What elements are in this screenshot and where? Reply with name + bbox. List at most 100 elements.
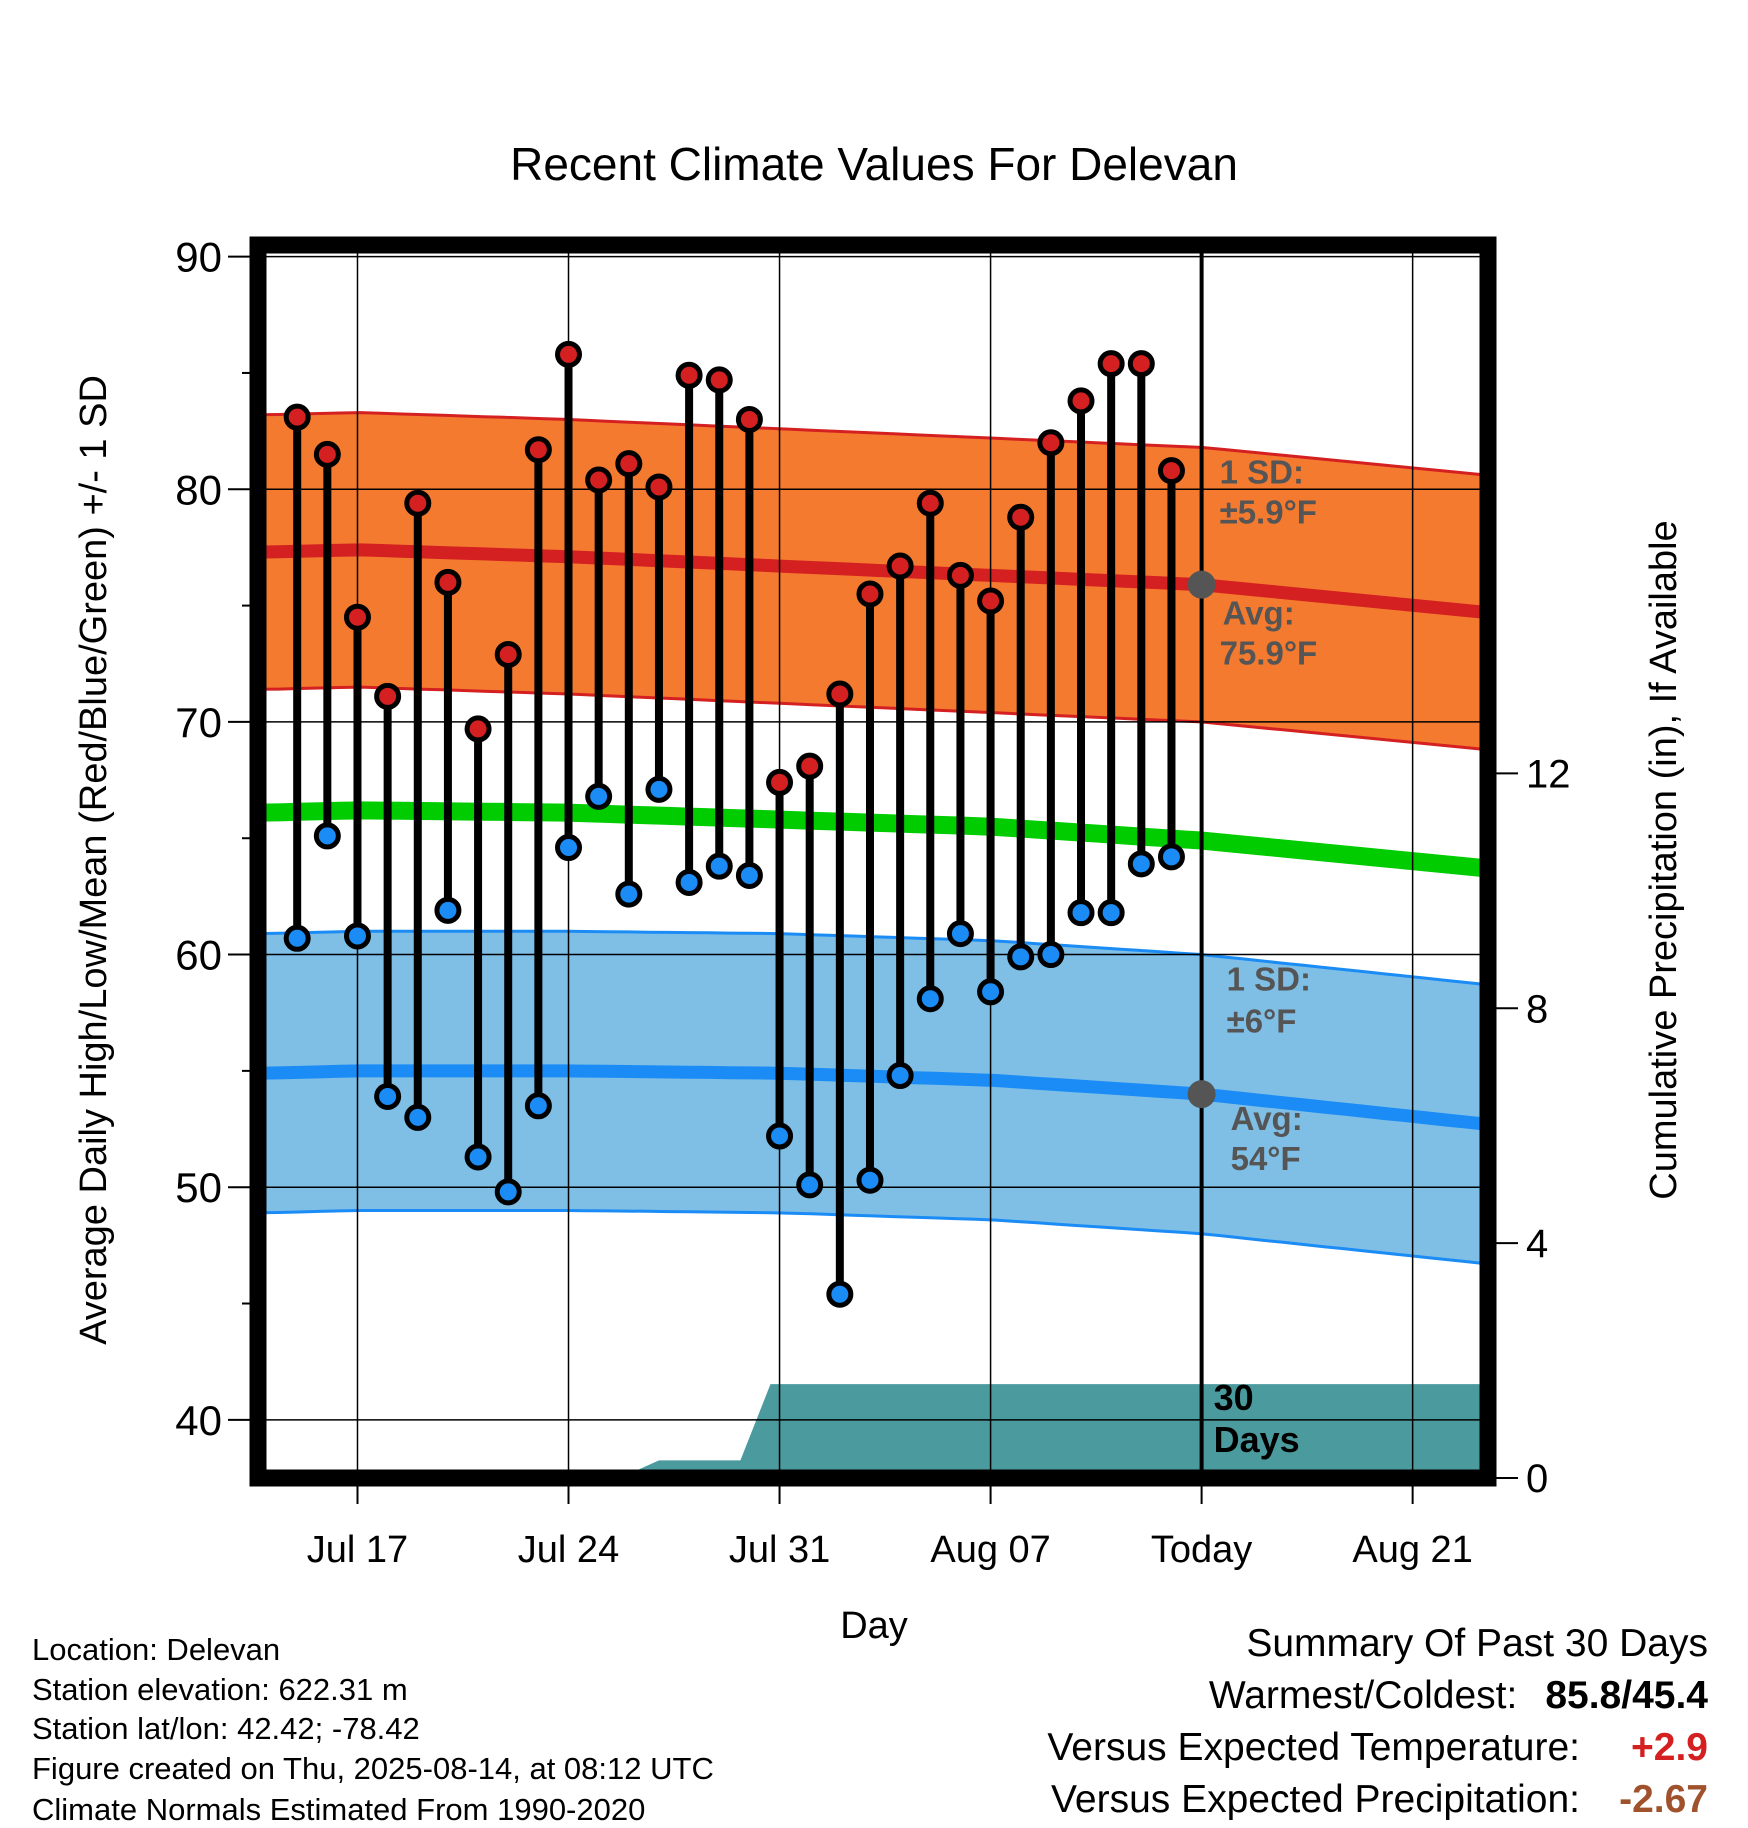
chart-title: Recent Climate Values For Delevan xyxy=(510,138,1238,190)
low-temp-marker xyxy=(1007,943,1035,971)
x-tick-label: Aug 07 xyxy=(930,1529,1050,1571)
high-temp-marker xyxy=(615,450,643,478)
high-temp-marker xyxy=(283,403,311,431)
high-temp-marker xyxy=(434,568,462,596)
low-temp-marker xyxy=(766,1122,794,1150)
low-temp-marker xyxy=(343,922,371,950)
low-temp-marker xyxy=(494,1178,522,1206)
y-tick-label: 90 xyxy=(175,234,222,281)
high-temp-marker xyxy=(766,768,794,796)
today-low-normal-marker xyxy=(1187,1080,1216,1109)
x-tick-label: Jul 17 xyxy=(307,1529,408,1571)
y2-axis-label: Cumulative Precipitation (in), If Availa… xyxy=(1643,520,1685,1199)
high-temp-marker xyxy=(555,340,583,368)
high-temp-marker xyxy=(946,561,974,589)
high-temp-marker xyxy=(524,436,552,464)
summary-temp-row: Versus Expected Temperature: +2.9 xyxy=(1047,1728,1708,1767)
x-axis-label: Day xyxy=(840,1605,908,1647)
low-temp-marker xyxy=(977,978,1005,1006)
high-temp-marker xyxy=(1007,503,1035,531)
high-temp-marker xyxy=(343,603,371,631)
y-axis-label: Average Daily High/Low/Mean (Red/Blue/Gr… xyxy=(73,375,115,1345)
high-sd-value: ±5.9°F xyxy=(1220,493,1317,530)
low-temp-marker xyxy=(1067,899,1095,927)
high-temp-marker xyxy=(1127,350,1155,378)
low-temp-marker xyxy=(796,1171,824,1199)
days-window-count: 30 xyxy=(1214,1377,1254,1418)
low-temp-marker xyxy=(1037,941,1065,969)
low-temp-marker xyxy=(856,1166,884,1194)
low-temp-marker xyxy=(886,1062,914,1090)
high-sd-label: 1 SD: xyxy=(1220,453,1304,490)
high-normal-line xyxy=(257,543,1489,620)
y2-tick-label: 8 xyxy=(1526,987,1548,1031)
summary-warmest-value: 85.8/45.4 xyxy=(1545,1674,1708,1717)
low-temp-marker xyxy=(645,775,673,803)
y2-tick-label: 0 xyxy=(1526,1457,1548,1501)
low-sd-label: 1 SD: xyxy=(1227,961,1311,998)
high-temp-marker xyxy=(886,552,914,580)
x-tick-label: Jul 24 xyxy=(518,1529,619,1571)
x-tick-label: Today xyxy=(1151,1529,1252,1571)
high-temp-marker xyxy=(675,361,703,389)
high-temp-marker xyxy=(1037,429,1065,457)
precip-cumulative-area xyxy=(258,1384,1488,1478)
low-temp-marker xyxy=(283,924,311,952)
high-temp-marker xyxy=(585,466,613,494)
low-sd-value: ±6°F xyxy=(1227,1003,1297,1040)
normals-period: Climate Normals Estimated From 1990-2020 xyxy=(32,1792,646,1827)
low-temp-marker xyxy=(464,1143,492,1171)
summary-temp-label: Versus Expected Temperature: xyxy=(1047,1726,1580,1769)
low-temp-marker xyxy=(524,1092,552,1120)
high-temp-marker xyxy=(916,489,944,517)
high-temp-marker xyxy=(796,752,824,780)
summary-title: Summary Of Past 30 Days xyxy=(1246,1622,1708,1665)
high-band-upper-edge xyxy=(257,411,1489,477)
plot-frame xyxy=(249,236,1497,1487)
axes: 40 50 60 70 80 90 0 4 8 12 Jul 17 Jul 24 Jul 31 Aug 0… xyxy=(175,234,1570,1571)
y-tick-label: 70 xyxy=(175,699,222,746)
summary-warmest-label: Warmest/Coldest: xyxy=(1208,1674,1518,1717)
high-temp-marker xyxy=(735,405,763,433)
high-avg-value: 75.9°F xyxy=(1220,635,1318,672)
figure-created: Figure created on Thu, 2025-08-14, at 08… xyxy=(32,1751,714,1786)
high-temp-marker xyxy=(313,440,341,468)
high-temp-marker xyxy=(464,715,492,743)
low-temp-marker xyxy=(555,834,583,862)
low-band-lower-edge xyxy=(257,1209,1489,1266)
low-temp-marker xyxy=(1127,850,1155,878)
today-high-normal-marker xyxy=(1187,570,1216,599)
high-temp-marker xyxy=(856,580,884,608)
high-temp-marker xyxy=(826,680,854,708)
y-tick-label: 60 xyxy=(175,932,222,979)
high-temp-marker xyxy=(1097,350,1125,378)
summary-precip-row: Versus Expected Precipitation: -2.67 xyxy=(1051,1780,1708,1819)
low-temp-marker xyxy=(705,852,733,880)
low-temp-marker xyxy=(434,896,462,924)
summary-temp-value: +2.9 xyxy=(1631,1726,1708,1769)
x-tick-label: Jul 31 xyxy=(729,1529,830,1571)
high-temp-marker xyxy=(1157,457,1185,485)
station-location: Location: Delevan xyxy=(32,1632,281,1667)
station-latlon: Station lat/lon: 42.42; -78.42 xyxy=(32,1711,420,1746)
high-temp-marker xyxy=(977,587,1005,615)
summary-precip-value: -2.67 xyxy=(1619,1778,1708,1821)
high-temp-marker xyxy=(404,489,432,517)
y-tick-label: 40 xyxy=(175,1397,222,1444)
y-tick-label: 80 xyxy=(175,466,222,513)
low-temp-marker xyxy=(735,861,763,889)
low-temp-marker xyxy=(313,822,341,850)
low-temp-marker xyxy=(946,920,974,948)
low-temp-marker xyxy=(615,880,643,908)
low-avg-value: 54°F xyxy=(1231,1140,1301,1177)
summary-precip-label: Versus Expected Precipitation: xyxy=(1051,1778,1580,1821)
low-avg-label: Avg: xyxy=(1231,1100,1303,1137)
low-temp-marker xyxy=(374,1082,402,1110)
y-tick-label: 50 xyxy=(175,1164,222,1211)
high-temp-marker xyxy=(645,473,673,501)
high-temp-marker xyxy=(494,640,522,668)
summary-warmest-row: Warmest/Coldest: 85.8/45.4 xyxy=(1209,1676,1708,1715)
high-temp-marker xyxy=(705,366,733,394)
